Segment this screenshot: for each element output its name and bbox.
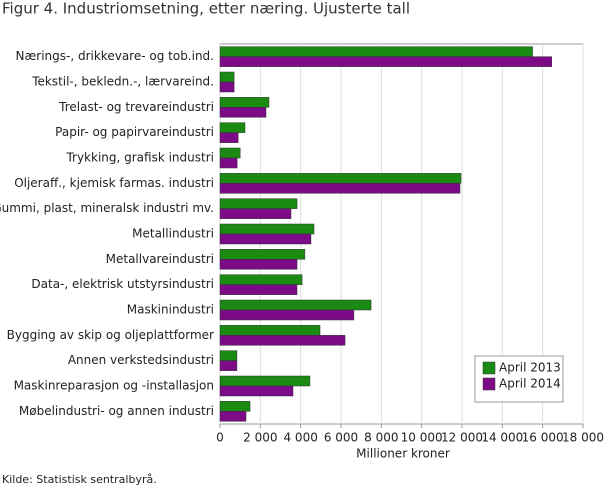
x-tick-label: 0 xyxy=(216,431,224,445)
y-tick-label: Annen verkstedsindustri xyxy=(68,353,214,367)
y-tick-label: Møbelindustri- og annen industri xyxy=(19,404,214,418)
y-tick-label: Maskinindustri xyxy=(127,303,214,317)
bar xyxy=(219,299,372,311)
bar xyxy=(219,132,239,143)
x-tick-label: 16 000 xyxy=(522,431,564,445)
y-tick-label: Metallindustri xyxy=(132,227,214,241)
legend-swatch xyxy=(482,361,496,375)
bar xyxy=(219,259,298,270)
bar xyxy=(219,274,303,285)
x-tick-label: 6 000 xyxy=(324,431,358,445)
bar xyxy=(219,411,247,422)
y-tick-label: Oljeraff., kjemisk farmas. industri xyxy=(14,176,214,190)
chart-title: Figur 4. Industriomsetning, etter næring… xyxy=(2,0,410,18)
y-tick-label: Papir- og papirvareindustri xyxy=(55,125,214,139)
bar xyxy=(219,325,321,336)
bar xyxy=(219,350,238,361)
y-tick-label: Trelast- og trevareindustri xyxy=(58,100,214,114)
y-tick-label: Metallvareindustri xyxy=(106,252,214,266)
legend-label: April 2013 xyxy=(499,361,561,375)
y-tick-label: Tekstil-, bekledn.-, lærvareind. xyxy=(31,75,214,89)
bar xyxy=(219,401,251,412)
x-tick-label: 8 000 xyxy=(364,431,398,445)
bar xyxy=(219,284,298,295)
bar xyxy=(219,56,552,67)
legend-label: April 2014 xyxy=(499,377,561,391)
y-tick-label: Trykking, grafisk industri xyxy=(65,151,214,165)
bar xyxy=(219,183,461,194)
source: Kilde: Statistisk sentralbyrå. xyxy=(2,473,157,486)
bar xyxy=(219,309,355,321)
bar xyxy=(219,173,462,184)
bar xyxy=(219,375,311,387)
x-tick-label: 10 000 xyxy=(401,431,443,445)
y-tick-label: Maskinreparasjon og -installasjon xyxy=(14,379,214,393)
x-tick-label: 2 000 xyxy=(243,431,277,445)
bar xyxy=(219,157,238,169)
bar xyxy=(219,385,294,397)
x-tick-label: 4 000 xyxy=(283,431,317,445)
legend-swatch xyxy=(482,377,496,391)
y-tick-label: Gummi, plast, mineralsk industri mv. xyxy=(0,201,214,215)
x-tick-label: 14 000 xyxy=(481,431,523,445)
y-tick-label: Bygging av skip og oljeplattformer xyxy=(7,328,214,342)
x-axis-label: Millioner kroner xyxy=(356,447,450,461)
x-tick-label: 12 000 xyxy=(441,431,483,445)
bar xyxy=(219,233,312,245)
y-tick-label: Data-, elektrisk utstyrsindustri xyxy=(31,277,214,291)
bar xyxy=(219,223,315,235)
bar xyxy=(219,97,270,108)
y-tick-label: Nærings-, drikkevare- og tob.ind. xyxy=(16,49,214,63)
bar xyxy=(219,249,306,260)
bar xyxy=(219,46,533,57)
bar xyxy=(219,360,238,371)
bar xyxy=(219,122,246,133)
x-tick-label: 18 000 xyxy=(562,431,604,445)
bar xyxy=(219,335,346,346)
bar xyxy=(219,71,235,83)
bar xyxy=(219,107,267,118)
bar xyxy=(219,198,298,209)
bar xyxy=(219,81,235,93)
bar xyxy=(219,208,292,219)
bar xyxy=(219,147,241,159)
